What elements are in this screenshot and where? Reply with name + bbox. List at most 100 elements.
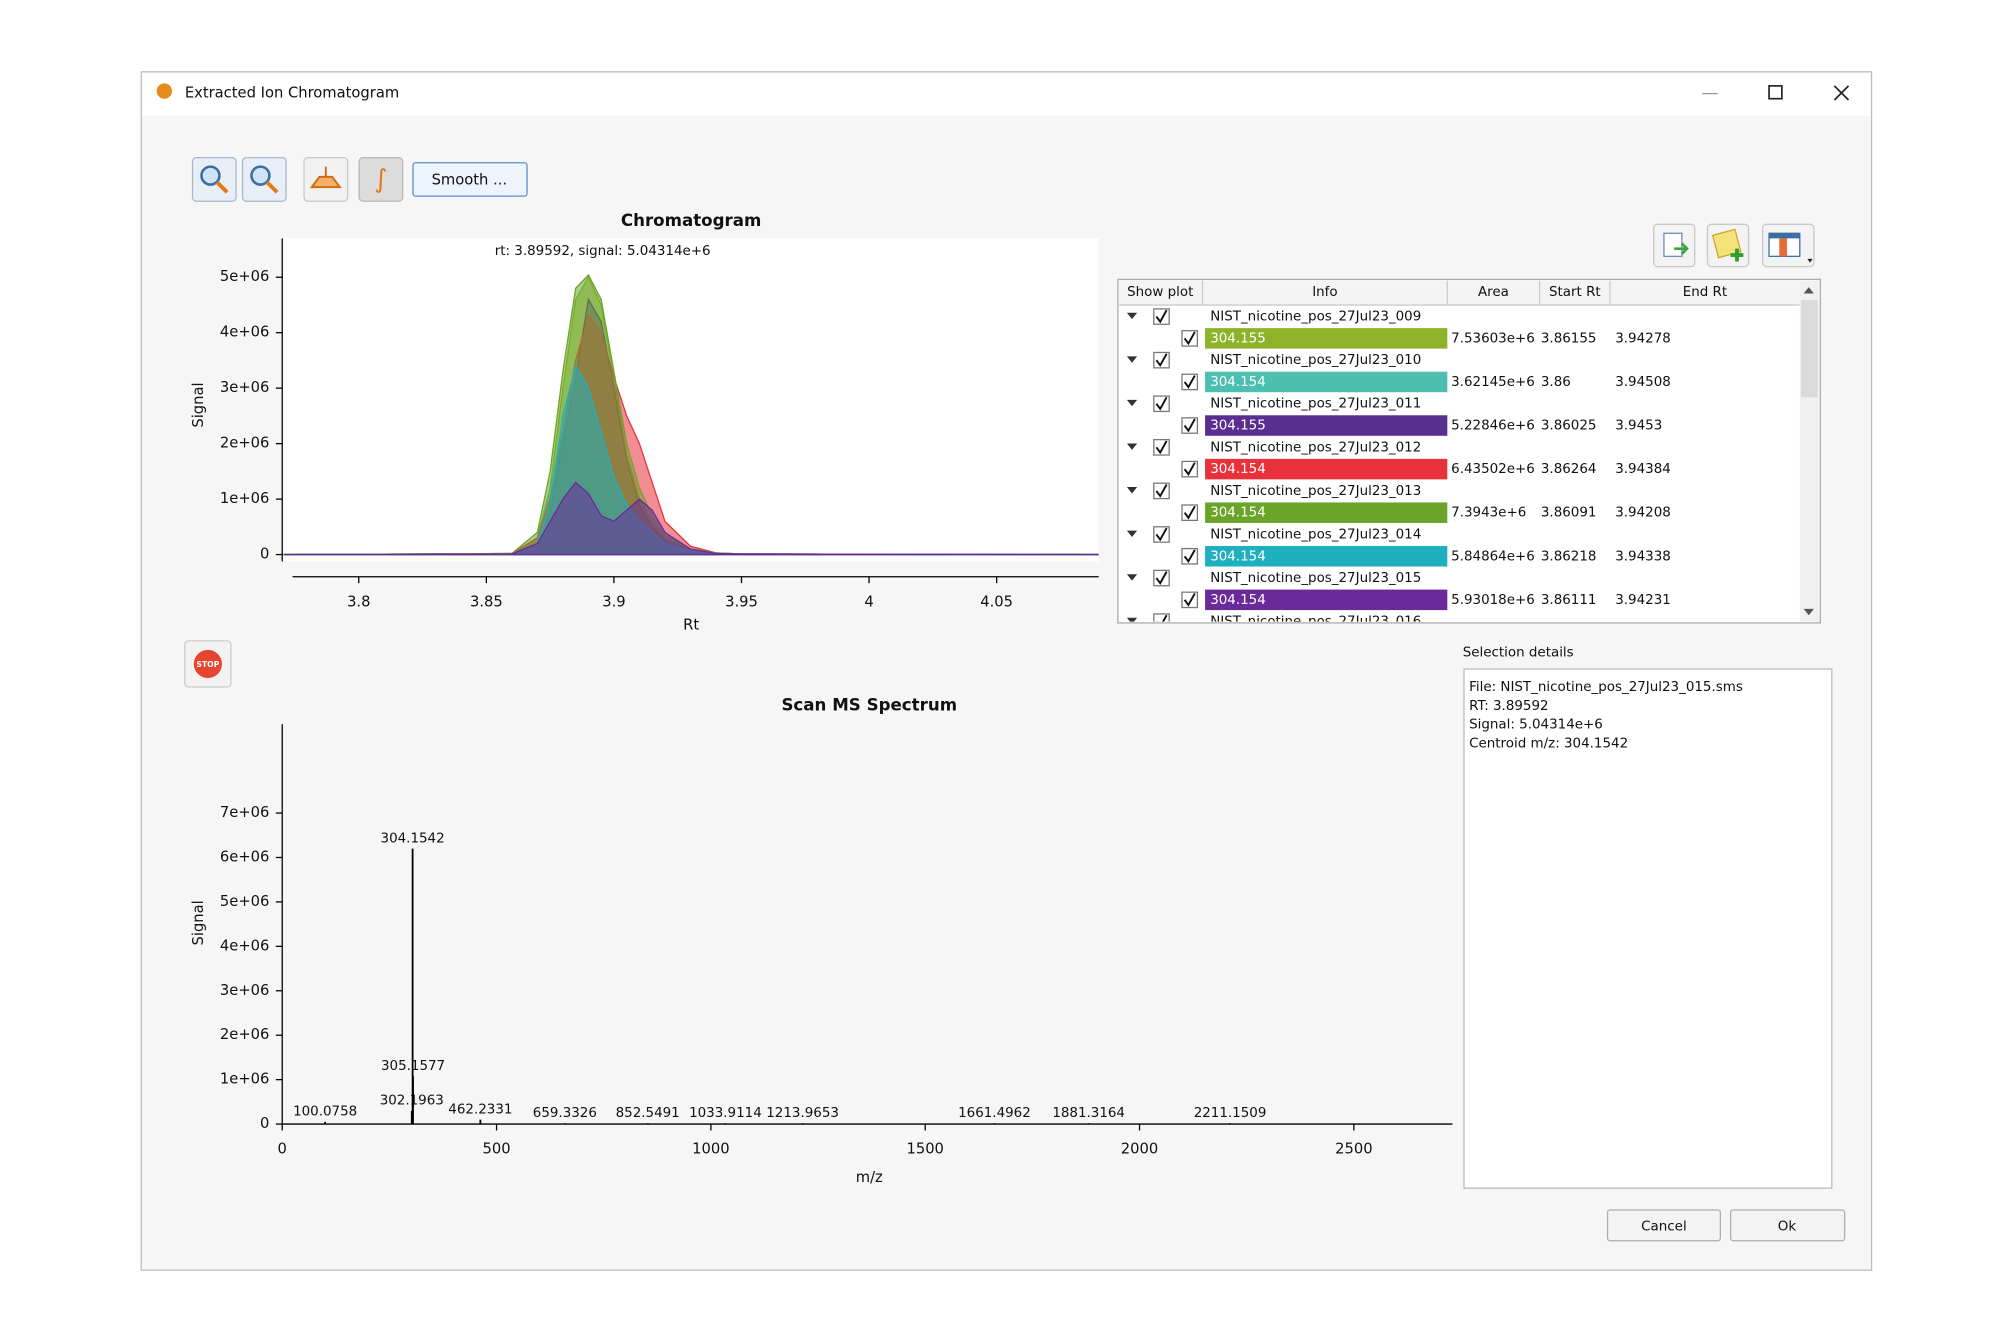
table-head: Show plot Info Area Start Rt End Rt <box>1127 280 1727 306</box>
y-tick-label: 0 <box>260 546 269 563</box>
column-header: Start Rt <box>1549 285 1601 300</box>
expand-arrow[interactable] <box>1126 399 1138 407</box>
y-tick-label: 5e+06 <box>220 893 269 910</box>
start-rt: 3.86 <box>1541 375 1571 390</box>
area: 3.62145e+6 <box>1451 375 1535 390</box>
peak-label: 1881.3164 <box>1052 1106 1125 1121</box>
checkmark <box>1183 592 1196 607</box>
annotation: rt: 3.89592, signal: 5.04314e+6 <box>495 244 711 259</box>
y-tick-label: 3e+06 <box>220 379 269 396</box>
end-rt: 3.94508 <box>1615 375 1671 390</box>
y-tick-label: 4e+06 <box>220 937 269 954</box>
end-rt: 3.94208 <box>1615 506 1671 521</box>
smooth-button-label: Smooth ... <box>432 172 508 189</box>
expand-arrow[interactable] <box>1126 617 1138 624</box>
y-tick-label: 5e+06 <box>220 268 269 285</box>
title-bar <box>142 73 1871 116</box>
zoom-icon-handle <box>215 180 229 194</box>
color-swatch <box>1205 371 1448 393</box>
smooth-button[interactable] <box>412 162 528 197</box>
x-tick-label: 3.9 <box>602 593 625 610</box>
checkmark <box>1155 527 1168 542</box>
start-rt: 3.86264 <box>1541 462 1597 477</box>
end-rt: 3.9453 <box>1615 419 1662 434</box>
table-header <box>1119 280 1800 306</box>
end-rt: 3.94384 <box>1615 462 1671 477</box>
peak-label: 100.0758 <box>293 1105 357 1120</box>
y-tick-label: 4e+06 <box>220 324 269 341</box>
expand-arrow[interactable] <box>1126 487 1138 494</box>
detail-line: File: NIST_nicotine_pos_27Jul23_015.sms <box>1469 680 1743 695</box>
zoom-out-icon <box>250 165 271 186</box>
close-button[interactable] <box>1833 85 1850 101</box>
checkmark <box>1155 353 1168 368</box>
ok-button[interactable] <box>1729 1209 1846 1242</box>
peak-label: 2211.1509 <box>1194 1106 1267 1121</box>
zoom-icon <box>200 165 221 186</box>
x-tick-label: 4 <box>864 593 873 610</box>
y-tick-label: 2e+06 <box>220 1026 269 1043</box>
expand-arrow[interactable] <box>1126 574 1138 581</box>
zoom-out-icon-handle <box>265 180 279 194</box>
peak-label: 659.3326 <box>533 1106 597 1121</box>
end-rt: 3.94278 <box>1615 331 1671 346</box>
start-rt: 3.86025 <box>1541 419 1597 434</box>
x-tick-label: 0 <box>278 1141 287 1158</box>
y-tick-label: 2e+06 <box>220 435 269 452</box>
detail-line: RT: 3.89592 <box>1469 699 1548 714</box>
checkmark <box>1183 549 1196 564</box>
ok-label: Ok <box>1778 1220 1797 1235</box>
y-tick-label: 7e+06 <box>220 804 269 821</box>
checkmark <box>1155 440 1168 455</box>
checkmark <box>1155 396 1168 411</box>
expand-arrow[interactable] <box>1126 356 1138 363</box>
peak-label: 304.1542 <box>381 831 445 846</box>
color-swatch <box>1205 415 1448 436</box>
checkbox[interactable] <box>1153 613 1170 629</box>
scrollbar-thumb[interactable] <box>1801 299 1818 398</box>
app-icon <box>156 83 173 99</box>
columns-icon-header <box>1769 233 1800 239</box>
peak-label: 305.1577 <box>381 1059 445 1074</box>
mz: 304.154 <box>1210 462 1266 477</box>
checkmark <box>1183 375 1196 389</box>
y-axis-label: Signal <box>190 382 207 427</box>
color-swatch <box>1205 458 1448 480</box>
y-axis-label: Signal <box>190 900 207 945</box>
toolbar: ∫ Smooth ... <box>191 157 528 202</box>
start-rt: 3.86111 <box>1541 593 1597 608</box>
columns-icon-col <box>1779 238 1787 257</box>
stop-icon-text: STOP <box>196 660 219 669</box>
color-swatch <box>1205 589 1448 611</box>
x-tick-label: 4.05 <box>980 593 1013 610</box>
x-tick-label: 1000 <box>692 1141 729 1158</box>
detail-line: Centroid m/z: 304.1542 <box>1469 737 1628 752</box>
export-arrow <box>1674 242 1689 255</box>
area: 5.93018e+6 <box>1451 593 1535 608</box>
checkmark <box>1155 484 1168 498</box>
column-header: Info <box>1312 285 1337 300</box>
column-header: Area <box>1478 285 1509 300</box>
baseline-icon <box>309 166 342 189</box>
area: 5.84864e+6 <box>1451 549 1535 564</box>
x-tick-label: 3.85 <box>470 593 503 610</box>
cancel-button[interactable] <box>1606 1209 1721 1242</box>
expand-arrow[interactable] <box>1126 312 1138 320</box>
maximize-button[interactable] <box>1768 85 1783 100</box>
detail-line: Signal: 5.04314e+6 <box>1469 718 1603 733</box>
integrate-button[interactable] <box>358 157 404 202</box>
mz: 304.154 <box>1210 506 1266 521</box>
x-tick-label: 2500 <box>1335 1141 1372 1158</box>
area: 7.3943e+6 <box>1451 506 1526 521</box>
file-name: NIST_nicotine_pos_27Jul23_016 <box>1210 615 1421 630</box>
peak-label: 1661.4962 <box>958 1106 1031 1121</box>
export-icon <box>1663 232 1683 257</box>
column-header: Show plot <box>1127 285 1193 300</box>
area: 7.53603e+6 <box>1451 331 1535 346</box>
expand-arrow[interactable] <box>1126 530 1138 538</box>
expand-arrow[interactable] <box>1126 443 1138 450</box>
chart-title: Chromatogram <box>621 211 761 230</box>
checkmark <box>1183 418 1196 433</box>
x-axis-label: m/z <box>856 1169 883 1186</box>
y-tick-label: 6e+06 <box>220 848 269 865</box>
